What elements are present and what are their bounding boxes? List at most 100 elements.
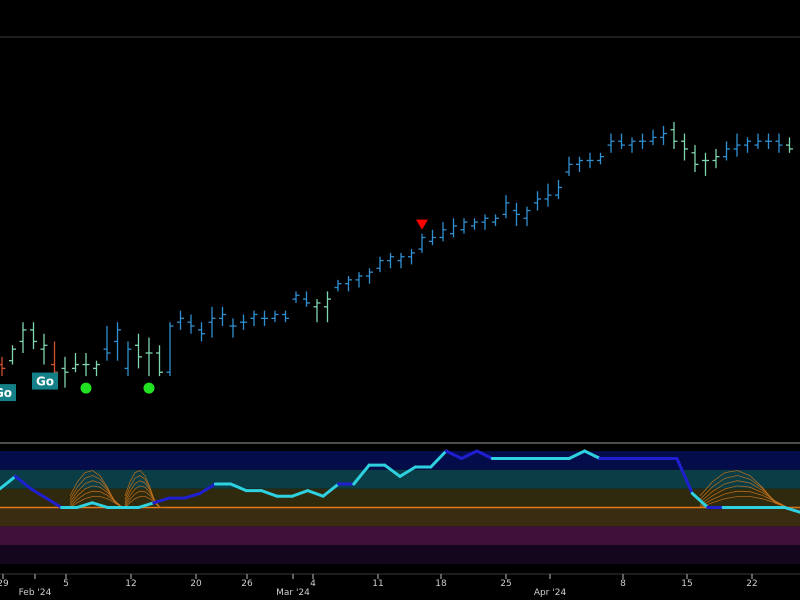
oscillator-segment: [152, 496, 171, 505]
ohlc-bar: [324, 291, 331, 323]
ohlc-bar: [313, 299, 321, 323]
x-tick-label: 25: [500, 579, 511, 589]
ohlc-bar: [366, 268, 373, 284]
ohlc-bar: [303, 291, 310, 307]
ohlc-bar: [649, 129, 657, 146]
signals-layer: Go Go: [0, 219, 428, 402]
ohlc-bar: [733, 133, 741, 157]
oscillator-segment: [444, 449, 463, 460]
oscillator-zones: [0, 451, 800, 564]
oscillator-segment: [321, 482, 340, 498]
oscillator-segment: [352, 463, 371, 486]
go-label: Go: [36, 375, 54, 389]
oscillator-zone: [0, 488, 800, 508]
ohlc-bar: [670, 122, 678, 149]
ohlc-bar: [523, 206, 531, 226]
ohlc-bar: [187, 314, 195, 334]
ohlc-bar: [408, 249, 415, 265]
oscillator-segment: [460, 449, 479, 460]
oscillator-zone: [0, 545, 800, 564]
oscillator-segment: [783, 506, 800, 514]
x-tick-label: 15: [681, 579, 692, 589]
ohlc-bar: [240, 314, 247, 330]
ohlc-bar: [702, 152, 709, 176]
ohlc-bar: [628, 137, 636, 153]
ohlc-bar: [397, 252, 405, 269]
ohlc-bar: [576, 156, 583, 173]
ohlc-bar: [9, 345, 16, 365]
oscillator-cloud-line: [699, 475, 800, 508]
ohlc-bar: [429, 229, 436, 246]
x-tick-label: 29: [0, 579, 9, 589]
x-tick-label: Apr '24: [534, 588, 567, 598]
ohlc-bar: [513, 202, 520, 226]
ohlc-bar: [502, 195, 510, 219]
ohlc-bar: [292, 291, 300, 303]
price-bars-layer: [0, 122, 793, 388]
signal-dot: [80, 382, 92, 394]
oscillator-segment: [675, 457, 694, 495]
ohlc-bar: [618, 133, 625, 149]
x-tick-label: 8: [620, 579, 626, 589]
ohlc-bar: [471, 218, 478, 230]
x-tick-label: 12: [125, 579, 136, 589]
ohlc-bar: [40, 333, 48, 365]
ohlc-bar: [450, 218, 457, 238]
oscillator-zone: [0, 469, 800, 489]
go-badge: [32, 372, 58, 390]
oscillator-segment: [137, 501, 156, 509]
oscillator-segment: [290, 489, 310, 498]
oscillator-segment: [690, 491, 710, 509]
ohlc-bar: [103, 326, 111, 361]
x-tick-label: 4: [310, 579, 316, 589]
x-tick-label: 18: [435, 579, 447, 589]
ohlc-bar: [166, 322, 174, 377]
ohlc-bar: [586, 152, 594, 169]
ohlc-bar: [51, 341, 58, 377]
oscillator-cloud-line: [124, 470, 165, 508]
ohlc-bar: [145, 337, 153, 377]
ohlc-bar: [114, 322, 121, 361]
ohlc-bar: [744, 137, 751, 153]
x-tick-label: 20: [190, 579, 202, 589]
ohlc-bar: [93, 360, 100, 377]
ohlc-bar: [282, 310, 289, 323]
oscillator-segment: [383, 463, 402, 478]
signal-dot: [143, 382, 155, 394]
oscillator-segment: [90, 501, 110, 509]
ohlc-bar: [765, 133, 772, 149]
ohlc-bar: [481, 214, 489, 230]
oscillator-line: [0, 449, 800, 514]
oscillator-cloud-line: [69, 475, 130, 508]
ohlc-bar: [754, 133, 762, 149]
ohlc-bar: [334, 279, 342, 292]
ohlc-bar: [271, 310, 279, 323]
oscillator-segment: [44, 496, 63, 509]
ohlc-bar: [534, 191, 541, 211]
ohlc-bar: [135, 333, 142, 369]
ohlc-bar: [355, 272, 363, 288]
ohlc-bar: [177, 310, 184, 330]
ohlc-bar: [72, 353, 79, 373]
ohlc-bar: [208, 306, 216, 338]
ohlc-bar: [61, 356, 69, 388]
x-tick-label: 22: [746, 579, 757, 589]
oscillator-segment: [29, 487, 48, 500]
oscillator-zone: [0, 451, 800, 470]
oscillator-zone: [0, 507, 800, 527]
ohlc-bar: [439, 222, 447, 242]
ohlc-bar: [198, 322, 205, 342]
ohlc-bar: [124, 341, 132, 377]
x-tick-label: Feb '24: [19, 588, 52, 598]
ohlc-bar: [691, 145, 699, 173]
oscillator-segment: [183, 491, 202, 500]
ohlc-bar: [250, 310, 258, 327]
x-axis: 29 Feb '24 5 12 20 26 Mar '244 11 18 25 Apr '24 8 15…: [0, 574, 758, 598]
ohlc-bar: [0, 356, 6, 377]
oscillator-segment: [0, 474, 17, 491]
ohlc-bar: [786, 137, 793, 153]
ohlc-bar: [460, 218, 468, 234]
ohlc-bar: [555, 179, 562, 199]
ohlc-bar: [492, 214, 499, 226]
